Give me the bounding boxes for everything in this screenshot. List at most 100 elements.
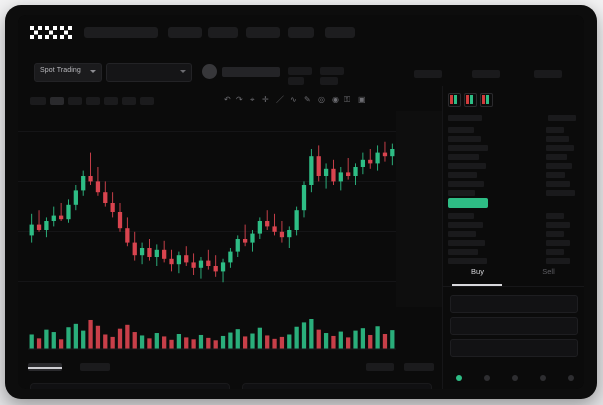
stat-24h-low [472,70,500,78]
bottom-tab-positions[interactable] [366,363,394,371]
order-book-row-size[interactable] [546,231,564,237]
bottom-panel-right [242,383,432,389]
magnet-icon[interactable]: ◎ [318,95,325,104]
chart-gridline [18,231,442,232]
chart-toolbar: ↶ ↷ ⌖ ✛ ／ ∿ ✎ ◎ ◉ ⚿ ▣ [18,93,442,110]
order-book-row[interactable] [448,213,474,219]
pagination-dot[interactable] [456,375,462,381]
order-book-row[interactable] [448,145,488,151]
order-book-row[interactable] [448,190,475,196]
okx-logo-icon[interactable] [30,26,72,39]
order-book-row-size[interactable] [546,258,570,264]
order-type-field[interactable] [450,295,578,313]
order-book-row[interactable] [448,127,474,133]
trading-mode-select[interactable]: Spot Trading [34,63,102,82]
stat-24h-change-value [320,77,338,85]
price-field[interactable] [450,317,578,335]
order-book-row[interactable] [448,258,487,264]
pagination-dot[interactable] [484,375,490,381]
pagination-dot[interactable] [512,375,518,381]
tab-buy[interactable]: Buy [471,267,484,276]
order-book-row-size[interactable] [546,127,564,133]
stat-24h-high [414,70,442,78]
stat-last-price-usd [288,77,304,85]
redo-icon[interactable]: ↷ [236,95,243,104]
order-book-row[interactable] [448,163,486,169]
top-navbar [18,15,584,48]
nav-trade[interactable] [246,27,280,38]
order-book-row-size[interactable] [546,249,564,255]
stat-24h-volume [534,70,562,78]
asks-icon[interactable] [464,93,477,107]
price-chart[interactable] [18,111,442,307]
bottom-tab-order-history[interactable] [80,363,110,371]
stat-24h-change-label [320,67,344,75]
pagination-dots [442,373,584,385]
trading-mode-label: Spot Trading [40,67,81,74]
eye-icon[interactable]: ◉ [332,95,339,104]
undo-icon[interactable]: ↶ [224,95,231,104]
order-book-row[interactable] [448,240,485,246]
trash-icon[interactable]: ▣ [358,95,366,104]
nav-more[interactable] [325,27,355,38]
order-book-row-size[interactable] [546,163,572,169]
trendline-icon[interactable]: ／ [276,95,284,104]
order-book-row-size[interactable] [546,181,570,187]
order-book-row[interactable] [448,231,476,237]
order-book-row[interactable] [448,154,479,160]
order-book-row[interactable] [448,222,483,228]
timeframe-1d[interactable] [104,97,118,105]
chart-right-shade [396,111,442,307]
stat-last-price [288,67,312,75]
order-book-row-size[interactable] [546,213,564,219]
timeframe-1m[interactable] [30,97,46,105]
crosshair-icon[interactable]: ✛ [262,95,269,104]
order-book-header [548,115,576,121]
coin-avatar [202,64,217,79]
tab-sell[interactable]: Sell [542,267,555,276]
pair-name [222,67,280,77]
order-book-row-size[interactable] [546,222,570,228]
wave-icon[interactable]: ∿ [290,95,297,104]
order-book-row-size[interactable] [546,145,574,151]
order-book-row-size[interactable] [546,172,565,178]
cursor-icon[interactable]: ⌖ [250,95,255,104]
timeframe-1h[interactable] [68,97,82,105]
timeframe-4h[interactable] [86,97,100,105]
nav-markets[interactable] [208,27,238,38]
timeframe-more[interactable] [140,97,154,105]
order-book-row-size[interactable] [546,136,569,142]
order-book-row-size[interactable] [546,154,567,160]
nav-buy-crypto[interactable] [168,27,202,38]
device-shell: Spot Trading [5,5,597,399]
bids-icon[interactable] [480,93,493,107]
order-book-row-size[interactable] [546,190,575,196]
order-book-row[interactable] [448,181,484,187]
order-book-row-size[interactable] [546,240,570,246]
bottom-tabs [18,359,442,377]
amount-field[interactable] [450,339,578,357]
order-book-row[interactable] [448,249,478,255]
tab-active-underline [452,284,502,286]
pair-select[interactable] [106,63,192,82]
pagination-dot[interactable] [568,375,574,381]
volume-chart [18,311,442,355]
pagination-dot[interactable] [540,375,546,381]
timeframe-1w[interactable] [122,97,136,105]
order-book-row[interactable] [448,172,477,178]
chart-gridline [18,281,442,282]
bottom-tab-underline [28,367,62,369]
order-book-row[interactable] [448,136,481,142]
bottom-panel-left [30,383,230,389]
pencil-icon[interactable]: ✎ [304,95,311,104]
bottom-tab-assets[interactable] [404,363,434,371]
order-book-header [448,115,482,121]
timeframe-15m[interactable] [50,97,64,105]
chart-gridline [18,131,442,132]
lock-icon[interactable]: ⚿ [344,95,351,104]
order-book-view-tabs [448,93,508,107]
both-icon[interactable] [448,93,461,107]
nav-search[interactable] [84,27,158,38]
nav-earn[interactable] [288,27,314,38]
